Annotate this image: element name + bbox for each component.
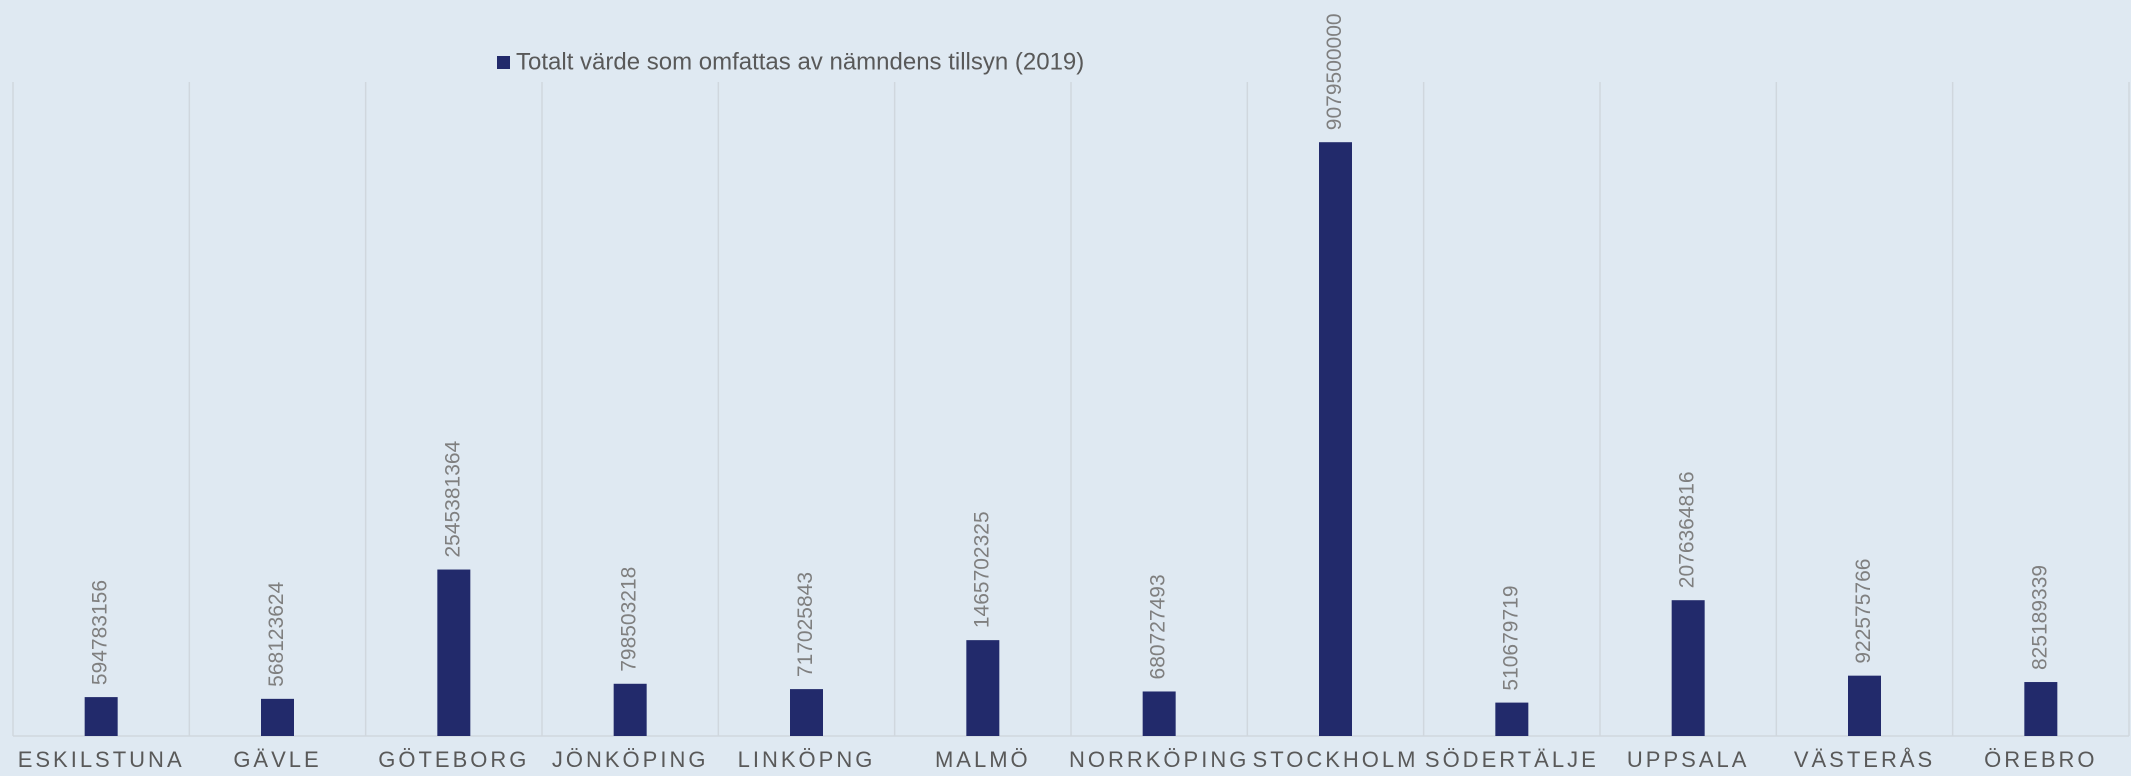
data-label: 2545381364 (441, 440, 464, 557)
x-tick-label: SÖDERTÄLJE (1425, 747, 1599, 772)
x-tick-label: ESKILSTUNA (18, 747, 185, 772)
x-tick-label: UPPSALA (1627, 747, 1750, 772)
bar (1671, 600, 1705, 736)
data-label: 798503218 (618, 567, 641, 672)
data-label: 1465702325 (970, 511, 993, 628)
bar (790, 689, 823, 736)
x-tick-label: MALMÖ (935, 747, 1031, 772)
data-label: 680727493 (1147, 574, 1170, 679)
x-tick-label: JÖNKÖPING (552, 747, 709, 772)
bar (2024, 682, 2058, 736)
x-tick-label: ÖREBRO (1984, 747, 2097, 772)
x-tick-label: LINKÖPNG (738, 747, 876, 772)
bar (437, 569, 471, 736)
data-label: 594783156 (89, 580, 112, 685)
data-label: 9079500000 (1323, 13, 1346, 130)
data-label: 717025843 (794, 572, 817, 677)
bar (1495, 702, 1529, 736)
x-tick-label: STOCKHOLM (1253, 747, 1419, 772)
bar (1142, 691, 1176, 736)
bar (84, 697, 118, 736)
bar (613, 683, 647, 736)
bar (261, 698, 294, 736)
bar (1848, 675, 1881, 736)
bar (1319, 142, 1352, 737)
data-label: 510679719 (1499, 585, 1522, 690)
x-tick-label: VÄSTERÅS (1794, 747, 1935, 772)
data-label: 922575766 (1852, 559, 1875, 664)
legend-label: Totalt värde som omfattas av nämndens ti… (516, 48, 1084, 75)
x-tick-label: NORRKÖPING (1069, 747, 1249, 772)
data-label: 2076364816 (1676, 471, 1699, 588)
data-label: 825189339 (2028, 565, 2051, 670)
legend-swatch (497, 56, 510, 69)
x-tick-label: GÄVLE (233, 747, 321, 772)
data-label: 568123624 (265, 581, 288, 686)
x-tick-label: GÖTEBORG (378, 747, 529, 772)
bar (966, 640, 1000, 736)
